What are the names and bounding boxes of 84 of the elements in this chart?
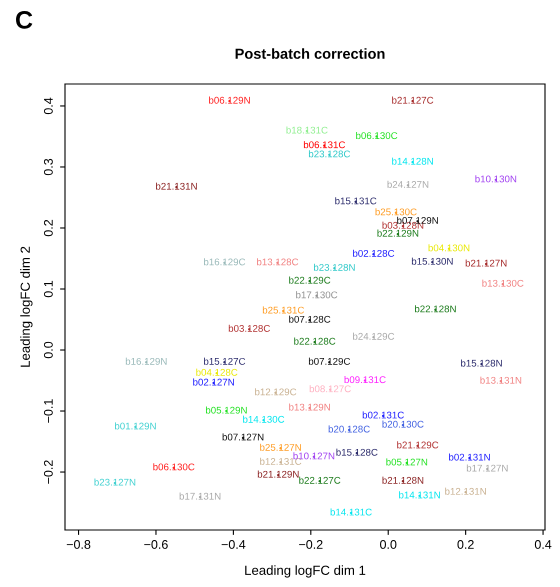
data-label: b25.130C [376,208,417,216]
data-label: b14.131C [330,508,372,516]
x-tick-label: −0.2 [299,540,323,549]
chart-title: Post-batch correction [236,48,384,59]
y-axis-title: Leading logFC dim 2 [20,246,33,367]
data-label: b06.131C [304,141,346,148]
x-tick-label: 0.0 [380,540,396,549]
data-label: b10.130N [475,175,516,182]
data-label: b02.131C [362,411,404,419]
data-label: b20.130C [382,420,424,428]
data-label: b24.129C [353,332,394,340]
data-label: b21.128N [382,476,424,484]
data-label: b22.128C [294,338,336,345]
y-tick-label: 0.4 [44,98,53,114]
text: C [16,11,32,29]
data-label: b16.129C [204,258,246,266]
y-tick-label: 0.2 [44,220,53,236]
data-label: b17.127N [466,464,508,472]
data-label: b22.129N [377,230,418,237]
data-label: b21.131N [156,182,197,190]
data-label: b07.129N [397,216,438,224]
data-label: b23.127N [94,478,136,486]
y-tick-label: −0.1 [44,399,53,423]
data-label: b22.128N [415,305,456,312]
data-label: b02.127N [193,378,234,386]
x-tick-label: −0.8 [66,540,90,549]
data-label: b15.127C [204,358,246,365]
data-label: b23.128C [308,150,350,158]
data-label: b21.129N [258,470,299,478]
data-label: b23.128N [314,264,355,271]
x-axis-title: Leading logFC dim 1 [245,565,366,578]
data-label: b13.128C [257,258,298,266]
data-label: b15.128N [461,360,502,367]
data-label: b05.127N [386,458,428,466]
data-label: b12.131C [260,458,302,465]
data-label: b04.130N [428,244,470,252]
data-label: b07.127N [222,433,264,440]
data-label: b10.127N [293,452,334,460]
data-label: b05.129N [206,406,247,414]
data-label: b12.129C [255,388,296,396]
data-label: b07.128C [289,316,330,323]
data-label: b25.127N [260,444,301,451]
x-tick-label: −0.6 [144,540,168,549]
data-label: b06.129N [209,96,250,104]
data-label: b09.131C [344,376,386,384]
data-label: b17.130C [296,291,338,298]
data-label: b14.131N [399,491,440,498]
data-label: b01.129N [115,422,156,430]
data-label: b22.127C [299,476,340,484]
data-label: b18.131C [286,126,328,134]
x-tick-label: 0.2 [457,540,474,549]
data-label: b13.131N [480,376,522,384]
data-label: b13.129N [289,403,330,411]
data-label: b21.127C [392,96,434,104]
data-label: b08.127C [310,385,351,392]
data-label: b25.131C [262,306,304,314]
data-label: b04.128C [196,368,238,376]
data-label: b21.127N [466,259,506,267]
y-tick-label: 0.0 [44,342,53,358]
data-label: b13.130C [482,280,524,287]
data-label: b02.128C [353,250,394,257]
data-label: b15.130N [412,258,453,265]
x-tick-label: −0.4 [222,540,246,549]
data-label: b07.129C [308,358,350,365]
data-label: b06.130C [356,132,398,140]
data-label: b15.131C [335,197,376,204]
data-label: b14.130C [243,416,284,423]
data-label: b14.128N [392,158,433,165]
data-label: b12.131N [445,488,486,495]
data-label: b24.127N [388,180,428,188]
data-label: b02.131N [449,453,490,461]
data-label: b22.129C [289,276,330,284]
y-tick-label: −0.2 [44,460,53,484]
data-label: b03.128C [228,324,270,332]
data-label: b21.129C [397,441,438,448]
data-label: b06.130C [153,463,194,470]
x-tick-label: 0.4 [534,540,552,549]
y-tick-label: 0.1 [44,280,53,298]
y-tick-label: 0.3 [44,158,53,176]
data-label: b15.128C [336,448,378,456]
data-label: b20.128C [328,425,370,433]
data-label: b16.129N [126,358,167,365]
data-label: b03.128N [382,222,424,229]
data-label: b17.131N [180,492,220,500]
